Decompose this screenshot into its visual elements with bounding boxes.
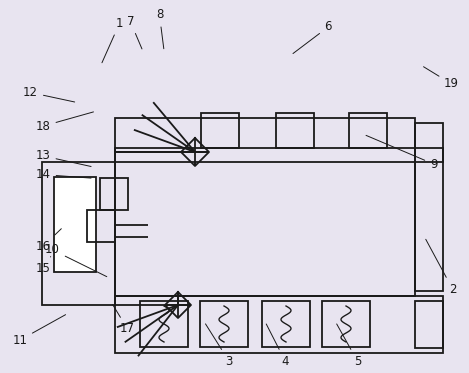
Text: 2: 2 [426,239,456,295]
Text: 13: 13 [36,150,91,166]
Bar [100,178,128,210]
Bar [276,113,314,148]
Text: 18: 18 [36,112,93,132]
Bar [115,296,443,353]
Bar [87,210,115,242]
Text: 17: 17 [113,304,135,335]
Text: 11: 11 [12,315,66,347]
Text: 7: 7 [127,15,142,49]
Text: 14: 14 [36,168,91,181]
Text: 4: 4 [266,324,289,367]
Bar [415,301,443,348]
Text: 12: 12 [23,86,75,102]
Bar [322,301,370,347]
Bar [115,148,443,162]
Text: 19: 19 [424,67,459,90]
Bar [415,123,443,291]
Text: 5: 5 [337,324,361,367]
Bar [349,113,387,148]
Bar [201,113,239,148]
Bar [115,118,415,296]
Text: 15: 15 [36,257,51,275]
Bar [54,177,96,272]
Text: 9: 9 [366,135,438,170]
Bar [262,301,310,347]
Text: 16: 16 [36,229,61,253]
Text: 6: 6 [293,21,332,54]
Text: 1: 1 [102,17,123,63]
Bar [42,162,115,305]
Bar [140,301,188,347]
Text: 10: 10 [45,244,107,277]
Text: 8: 8 [156,9,164,49]
Text: 3: 3 [205,324,233,367]
Bar [200,301,248,347]
